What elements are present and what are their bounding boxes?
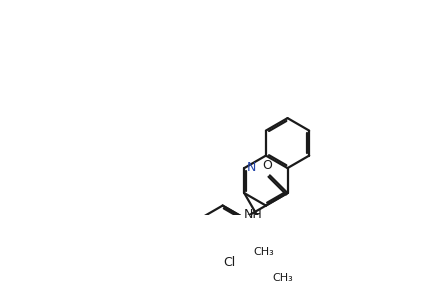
Text: CH₃: CH₃ bbox=[253, 247, 273, 257]
Text: NH: NH bbox=[243, 208, 262, 221]
Text: O: O bbox=[262, 159, 272, 172]
Text: Cl: Cl bbox=[222, 256, 235, 269]
Text: CH₃: CH₃ bbox=[271, 273, 292, 283]
Text: N: N bbox=[246, 161, 255, 174]
